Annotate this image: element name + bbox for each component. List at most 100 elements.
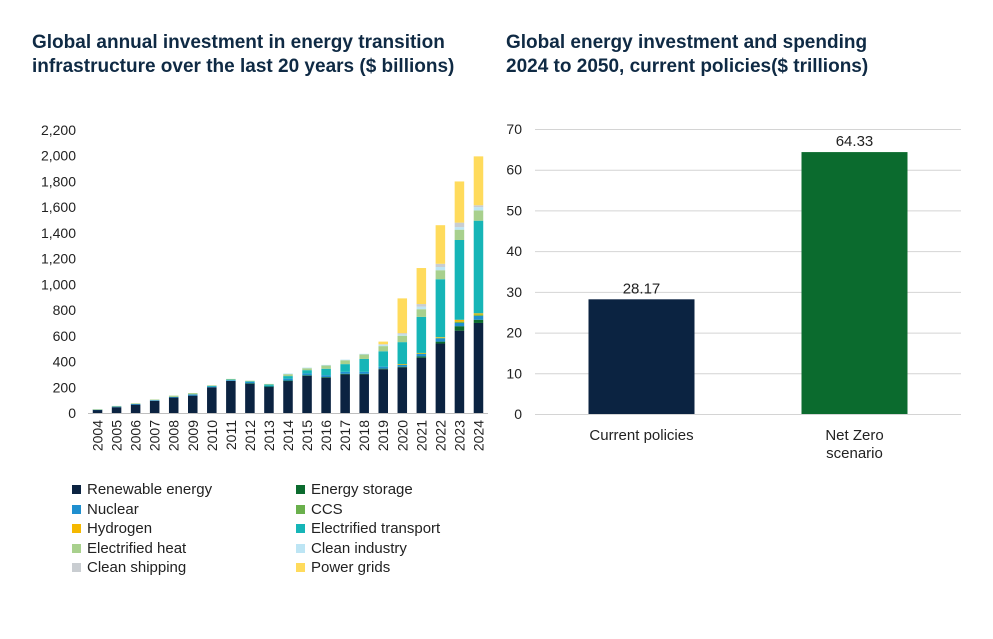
bar-segment [435, 225, 446, 264]
bar-segment [416, 304, 427, 307]
bar-segment [92, 409, 103, 413]
bar-segment [168, 397, 179, 413]
bar-segment [321, 377, 331, 413]
bar-segment [245, 383, 255, 413]
bar-segment [264, 384, 274, 386]
bar-segment [473, 220, 484, 314]
legend-item: CCS [296, 500, 492, 520]
bar-segment [397, 298, 408, 334]
x-tick-label: 2014 [280, 420, 296, 451]
legend-item: Electrified heat [72, 539, 296, 559]
bar-segment [264, 386, 274, 413]
bar-segment [226, 380, 236, 413]
bar-segment [435, 343, 446, 413]
bar-segment [283, 373, 293, 375]
bar-segment [473, 205, 484, 208]
bar-segment [473, 313, 484, 315]
bar [801, 152, 908, 414]
bar-segment [226, 379, 236, 381]
bar-segment [359, 354, 369, 359]
bar-segment [302, 370, 312, 374]
bar-segment [149, 400, 160, 413]
x-tick-label: 2017 [337, 420, 353, 451]
y-tick-label: 1,200 [41, 251, 76, 267]
y-tick-label: 400 [53, 354, 77, 370]
bar-segment [283, 380, 293, 413]
legend-item: Hydrogen [72, 519, 296, 539]
y-tick-label: 40 [506, 243, 522, 259]
bar-segment [397, 333, 408, 335]
bar-segment [416, 353, 427, 357]
y-tick-label: 1,800 [41, 173, 76, 189]
bar-segment [378, 369, 388, 413]
bar-segment [473, 315, 484, 320]
x-tick-label: 2021 [413, 420, 429, 451]
bar-segment [302, 373, 312, 376]
bar-segment [321, 377, 331, 378]
bar-segment [302, 375, 312, 413]
bar-segment [454, 326, 465, 331]
bar [588, 299, 695, 414]
right-chart-title-line-1: Global energy investment and spending [506, 32, 868, 53]
legend-label: Electrified transport [311, 520, 441, 538]
bar-segment [340, 364, 350, 372]
legend-item: Renewable energy [72, 480, 296, 500]
bar-segment [245, 383, 255, 384]
data-label: 64.33 [836, 133, 874, 150]
legend-item: Clean industry [296, 539, 492, 559]
bar-segment [378, 346, 388, 352]
bar-segment [397, 342, 408, 364]
bar-segment [473, 314, 484, 316]
bar-segment [454, 319, 465, 322]
bar-segment [359, 358, 369, 372]
y-tick-label: 600 [53, 328, 77, 344]
bar-segment [321, 365, 331, 369]
x-tick-label: 2018 [356, 420, 372, 451]
bar-segment [283, 376, 293, 379]
bar-segment [397, 334, 408, 336]
bar-segment [416, 356, 427, 358]
bar-segment [130, 403, 141, 404]
x-tick-label: 2023 [451, 420, 467, 451]
legend-label: Power grids [311, 559, 391, 577]
bar-segment [283, 380, 293, 382]
bar-segment [283, 374, 293, 377]
bar-segment [245, 381, 255, 384]
bar-segment [416, 352, 427, 354]
x-category-label: scenario [826, 445, 883, 462]
bar-segment [207, 385, 217, 386]
y-tick-label: 20 [506, 325, 522, 341]
bar-segment [188, 394, 198, 396]
bar-segment [473, 210, 484, 221]
legend-label: CCS [311, 500, 343, 518]
bar-segment [435, 338, 446, 342]
bar-segment [283, 378, 293, 381]
bar-segment [397, 363, 408, 365]
left-chart-title: Global annual investment in energy trans… [32, 31, 492, 79]
bar-segment [302, 375, 312, 376]
bar-segment [435, 270, 446, 280]
legend-label: Nuclear [87, 500, 139, 518]
bar-segment [416, 309, 427, 317]
bar-segment [168, 396, 179, 398]
bar-segment [397, 335, 408, 343]
legend-label: Electrified heat [87, 539, 187, 557]
y-tick-label: 2,000 [41, 148, 76, 164]
bar-segment [378, 341, 388, 345]
bar-segment [359, 353, 369, 355]
bar-segment [416, 306, 427, 310]
left-chart-title-line-2: infrastructure over the last 20 years ($… [32, 56, 455, 77]
bar-segment [378, 366, 388, 369]
bar-segment [473, 207, 484, 211]
bar-segment [340, 360, 350, 365]
bar-segment [359, 371, 369, 374]
legend-swatch [72, 485, 81, 495]
legend-swatch [72, 543, 81, 553]
y-tick-label: 70 [506, 121, 522, 137]
bar-segment [226, 378, 236, 380]
legend-label: Energy storage [311, 481, 413, 499]
bar-segment [321, 368, 331, 376]
x-tick-label: 2016 [318, 420, 334, 451]
legend-swatch [72, 524, 81, 534]
